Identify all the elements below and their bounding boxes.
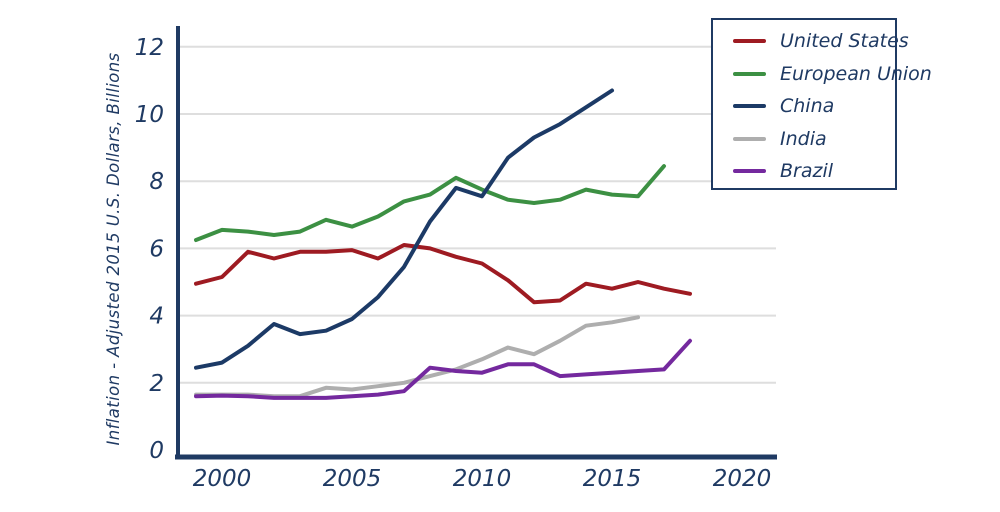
y-tick-labels: 0 2 4 6 8 10 12 [135,35,164,464]
x-tick-labels: 2000 2005 2010 2015 2020 [193,466,772,492]
y-tick-label: 0 [149,438,164,464]
legend-color-swatch [733,39,766,44]
legend-color-swatch [733,71,766,76]
x-tick-label: 2005 [323,466,382,492]
x-tick-label: 2020 [713,466,772,492]
axes [175,26,777,460]
series-line-india [194,315,640,399]
legend-color-swatch [733,104,766,109]
y-tick-label: 10 [135,102,164,128]
legend-color-swatch [733,169,766,174]
legend-item: United States [713,25,909,58]
legend-label: Brazil [780,160,834,183]
y-tick-label: 12 [135,35,164,61]
y-tick-label: 8 [149,169,164,195]
legend-color-swatch [733,136,766,141]
legend-item: European Union [713,58,932,91]
legend-label: India [780,127,827,150]
series-line-brazil [194,338,692,400]
series-line-united-states [194,243,692,305]
y-axis-title: Inflation - Adjusted 2015 U.S. Dollars, … [104,52,123,446]
series-line-china [194,88,614,370]
legend: United States European Union China India Bra… [711,18,932,190]
y-tick-label: 2 [149,371,164,397]
x-tick-label: 2015 [583,466,642,492]
series-lines [194,88,692,400]
legend-label: United States [780,30,909,53]
x-tick-label: 2000 [193,466,252,492]
y-tick-label: 6 [149,236,164,262]
gridlines [178,45,776,384]
x-tick-label: 2010 [453,466,512,492]
series-line-european-union [194,164,666,242]
legend-item: Brazil [713,155,895,188]
legend-label: European Union [780,62,932,85]
legend-label: China [780,95,835,118]
y-tick-label: 4 [149,304,164,330]
legend-item: China [713,90,895,123]
legend-item: India [713,123,895,156]
